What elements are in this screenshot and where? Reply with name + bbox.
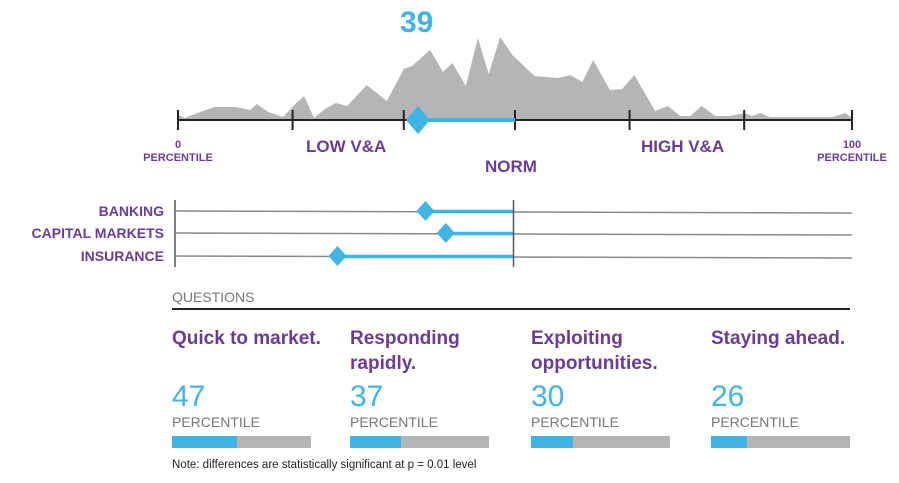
overall-score: 39 bbox=[400, 6, 434, 39]
question-unit: PERCENTILE bbox=[531, 414, 619, 430]
industry-label-banking: BANKING bbox=[98, 203, 164, 219]
industry-label-capital-markets: CAPITAL MARKETS bbox=[31, 225, 164, 241]
percentile-bar bbox=[172, 436, 311, 448]
question-value: 37 bbox=[350, 380, 384, 413]
percentile-bar bbox=[350, 436, 489, 448]
question-card: Staying ahead. 26 PERCENTILE bbox=[711, 326, 871, 448]
percentile-bar-fill bbox=[172, 436, 238, 448]
question-card: Exploiting opportunities. 30 PERCENTILE bbox=[531, 326, 691, 448]
percentile-bar-fill bbox=[531, 436, 573, 448]
question-value: 30 bbox=[531, 380, 565, 413]
question-unit: PERCENTILE bbox=[350, 414, 438, 430]
percentile-bar bbox=[711, 436, 850, 448]
axis-min-label: 0 PERCENTILE bbox=[143, 139, 213, 164]
question-value: 47 bbox=[172, 380, 206, 413]
significance-note: Note: differences are statistically sign… bbox=[172, 459, 477, 471]
axis-max-label: 100 PERCENTILE bbox=[817, 139, 887, 164]
question-card: Quick to market. 47 PERCENTILE bbox=[172, 326, 332, 448]
question-title: Responding rapidly. bbox=[350, 328, 460, 374]
question-title: Exploiting opportunities. bbox=[531, 328, 658, 374]
percentile-bar-fill bbox=[711, 436, 748, 448]
question-unit: PERCENTILE bbox=[711, 414, 799, 430]
industry-marker bbox=[436, 223, 455, 243]
segment-high-label: HIGH V&A bbox=[641, 137, 725, 156]
industry-marker bbox=[328, 246, 347, 266]
questions-heading: QUESTIONS bbox=[172, 289, 255, 305]
percentile-bar bbox=[531, 436, 670, 448]
industry-marker bbox=[416, 201, 435, 221]
questions-divider bbox=[172, 308, 850, 310]
distribution-chart bbox=[174, 37, 853, 267]
question-card: Responding rapidly. 37 PERCENTILE bbox=[350, 326, 510, 448]
question-title: Staying ahead. bbox=[711, 328, 846, 349]
score-marker bbox=[406, 106, 430, 134]
segment-low-label: LOW V&A bbox=[306, 137, 387, 156]
percentile-bar-fill bbox=[350, 436, 402, 448]
question-value: 26 bbox=[711, 380, 745, 413]
distribution-area bbox=[178, 37, 852, 120]
industry-label-insurance: INSURANCE bbox=[80, 248, 164, 264]
segment-norm-label: NORM bbox=[485, 157, 537, 176]
question-title: Quick to market. bbox=[172, 328, 321, 349]
question-unit: PERCENTILE bbox=[172, 414, 260, 430]
